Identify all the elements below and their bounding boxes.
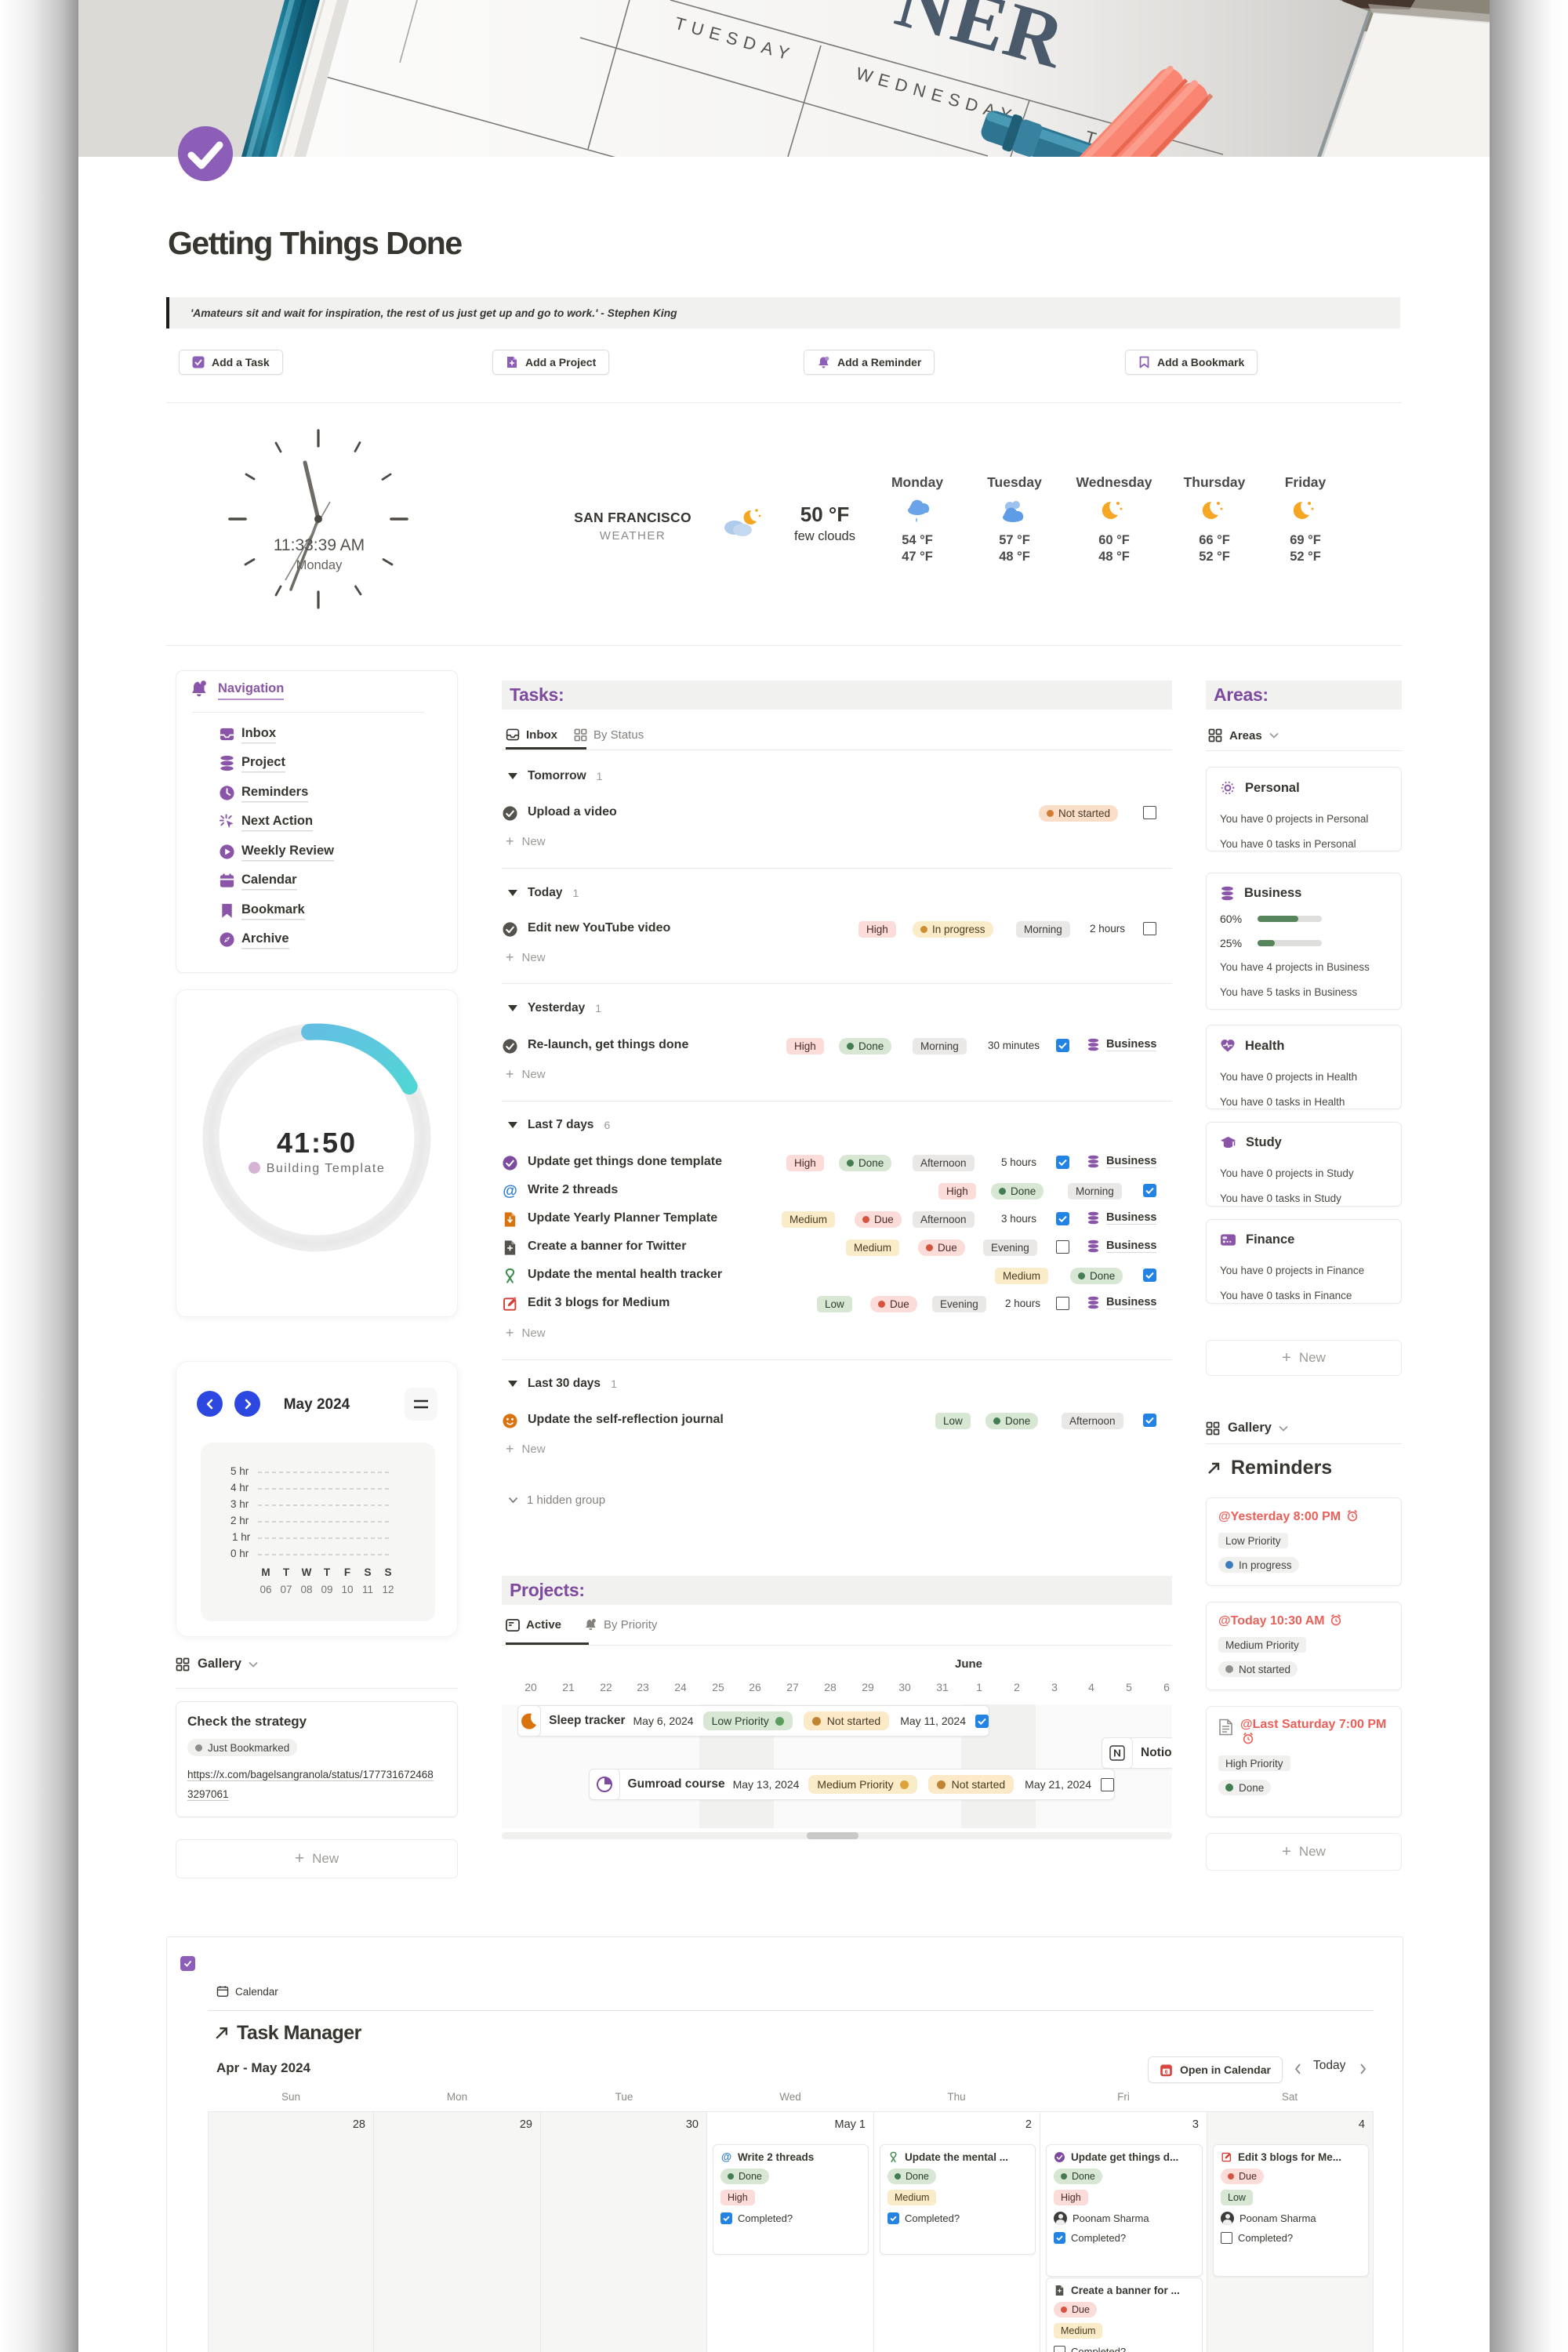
svg-text:@: @ (721, 2151, 731, 2163)
svg-text:@: @ (503, 1183, 517, 1200)
svg-text:6: 6 (1165, 2069, 1168, 2074)
